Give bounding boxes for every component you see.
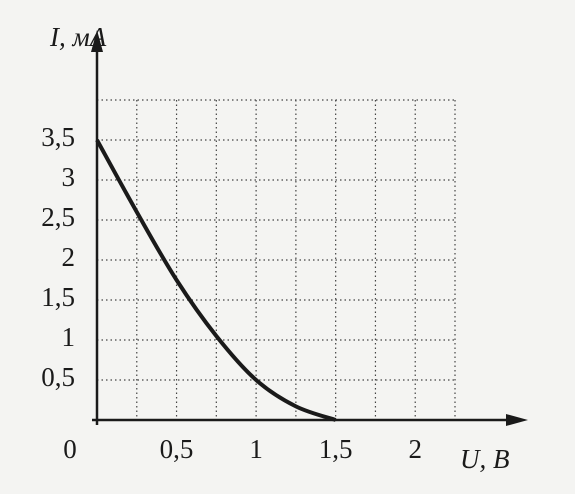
y-tick-label: 1	[62, 322, 76, 352]
y-tick-label: 2	[62, 242, 76, 272]
y-tick-label: 0,5	[41, 362, 75, 392]
y-tick-label: 1,5	[41, 282, 75, 312]
x-tick-label: 1,5	[319, 434, 353, 464]
curve	[95, 139, 337, 422]
x-tick-label: 1	[249, 434, 263, 464]
y-axis-label: I, мА	[49, 22, 107, 52]
x-tick-label: 2	[408, 434, 422, 464]
y-tick-label: 3,5	[41, 122, 75, 152]
x-arrow	[506, 414, 528, 426]
y-tick-label: 2,5	[41, 202, 75, 232]
y-arrow	[91, 30, 103, 52]
x-tick-label: 0,5	[160, 434, 194, 464]
y-tick-label: 3	[62, 162, 76, 192]
x-tick-label: 0	[63, 434, 77, 464]
x-axis-label: U, В	[460, 444, 510, 474]
